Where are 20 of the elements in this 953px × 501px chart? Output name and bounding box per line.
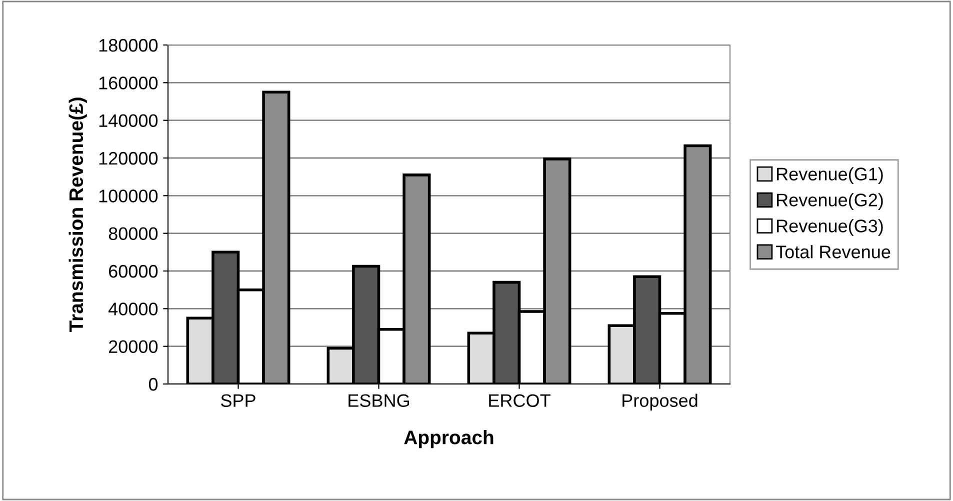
y-tick-label: 20000: [108, 340, 158, 354]
y-tick-label: 80000: [108, 227, 158, 240]
y-tick-label: 120000: [99, 152, 158, 165]
y-tick-label: 140000: [99, 114, 158, 128]
x-axis-title: Approach: [404, 430, 494, 448]
legend-label: Total Revenue: [776, 245, 890, 258]
legend-label: Revenue(G3): [777, 219, 883, 236]
y-tick-label: 100000: [99, 190, 158, 202]
x-tick-label: Proposed: [622, 394, 698, 411]
x-tick-label: ERCOT: [489, 394, 550, 407]
y-tick-label: 0: [148, 378, 158, 391]
y-tick-label: 40000: [108, 302, 158, 316]
legend-label: Revenue(G1): [777, 167, 883, 184]
y-tick-label: 180000: [99, 38, 158, 52]
y-tick-label: 160000: [99, 76, 158, 90]
legend-label: Revenue(G2): [777, 193, 883, 210]
y-tick-label: 60000: [108, 264, 158, 278]
x-tick-label: SPP: [221, 394, 256, 407]
y-axis-title: Transmission Revenue(£): [68, 98, 87, 332]
x-tick-label: ESBNG: [348, 394, 410, 407]
